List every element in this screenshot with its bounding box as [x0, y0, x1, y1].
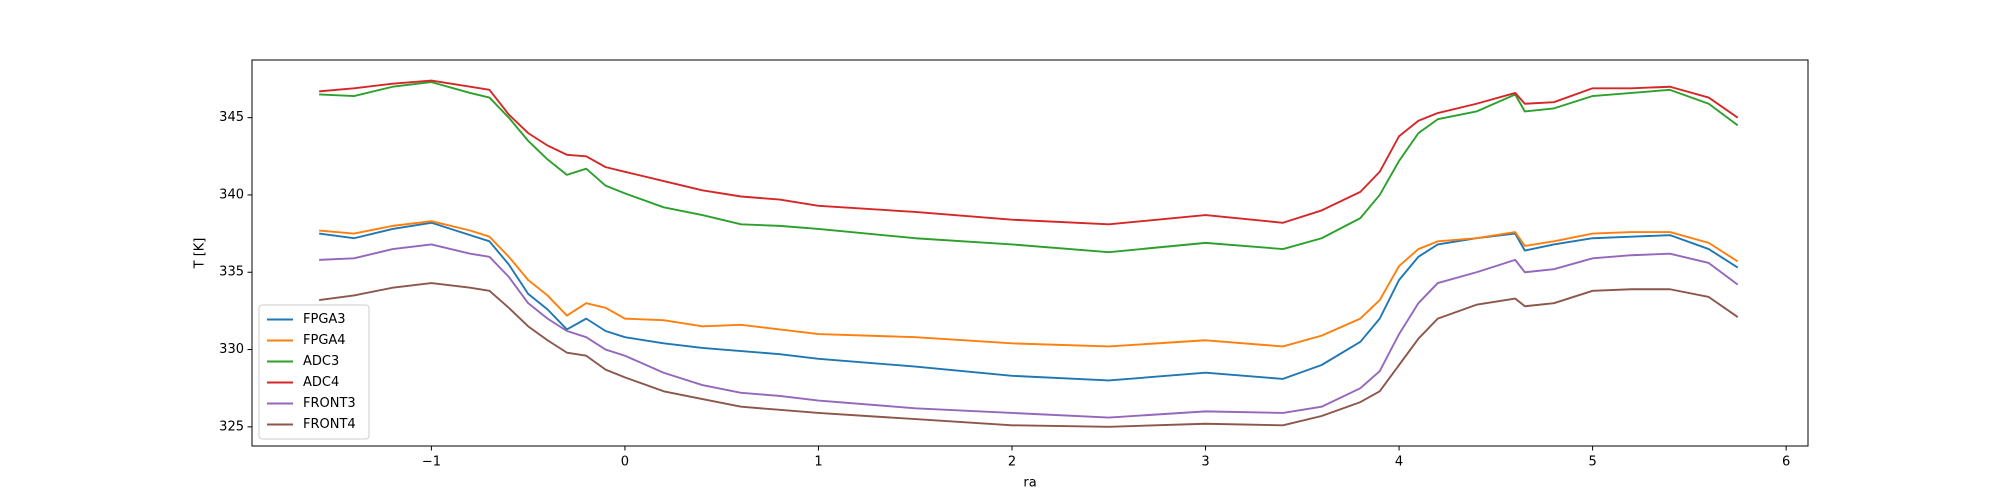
x-tick-label: 4 — [1395, 455, 1403, 470]
legend: FPGA3 FPGA4 ADC3 ADC4 FRONT3 FRONT4 — [258, 304, 370, 440]
line-series — [319, 243, 1739, 419]
legend-label: FRONT3 — [303, 396, 356, 411]
y-tick-label: 345 — [219, 110, 244, 125]
line-series — [319, 221, 1739, 382]
legend-label: ADC4 — [303, 375, 339, 390]
legend-label: FPGA3 — [303, 312, 346, 327]
y-tick-label: 340 — [219, 187, 244, 202]
plot-frame — [251, 59, 1809, 447]
y-axis-label: T [K] — [193, 238, 208, 270]
x-axis-label: ra — [1023, 476, 1036, 491]
x-tick-label: 3 — [1201, 455, 1209, 470]
line-series — [319, 79, 1739, 226]
legend-label: FPGA4 — [303, 333, 346, 348]
x-tick-label: −1 — [422, 455, 441, 470]
y-tick-label: 325 — [219, 419, 244, 434]
x-tick-label: 0 — [621, 455, 629, 470]
x-tick-label: 6 — [1782, 455, 1790, 470]
x-tick-label: 1 — [814, 455, 822, 470]
x-tick-label: 5 — [1588, 455, 1596, 470]
y-tick-label: 335 — [219, 265, 244, 280]
x-tick-label: 2 — [1008, 455, 1016, 470]
line-series — [319, 282, 1739, 428]
y-tick-label: 330 — [219, 342, 244, 357]
line-series — [319, 81, 1739, 254]
legend-label: ADC3 — [303, 354, 339, 369]
legend-label: FRONT4 — [303, 417, 356, 432]
legend-box — [258, 304, 370, 440]
line-series — [319, 220, 1739, 348]
